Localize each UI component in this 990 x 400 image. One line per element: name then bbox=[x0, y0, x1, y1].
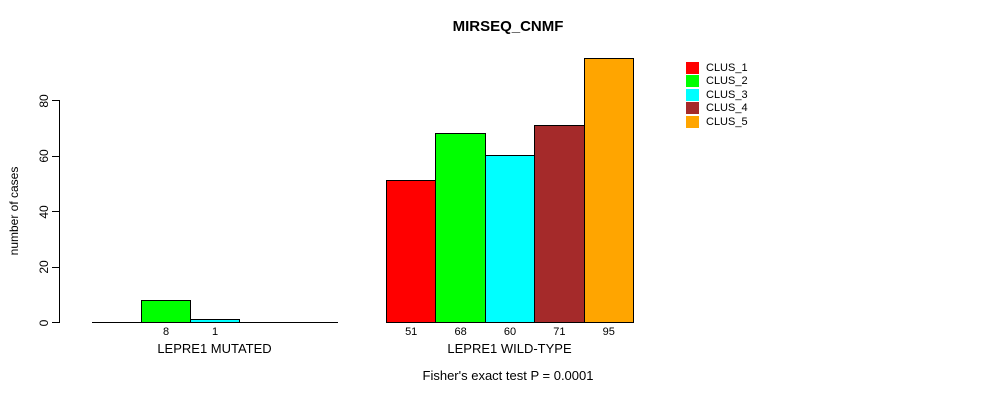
y-tick-label: 60 bbox=[37, 149, 51, 163]
legend-item-label: CLUS_4 bbox=[706, 102, 748, 115]
zero-bar-CLUS_4 bbox=[239, 322, 289, 323]
bar-CLUS_3 bbox=[190, 319, 240, 323]
y-tick-label: 20 bbox=[37, 260, 51, 274]
y-tick-label: 0 bbox=[37, 319, 51, 326]
legend-item-label: CLUS_2 bbox=[706, 75, 748, 88]
legend-swatch-CLUS_4 bbox=[686, 102, 699, 115]
zero-bar-CLUS_1 bbox=[92, 322, 142, 323]
legend: CLUS_1 CLUS_2 CLUS_3 CLUS_4 CLUS_5 bbox=[686, 61, 748, 129]
y-tick-label: 40 bbox=[37, 204, 51, 219]
bar-CLUS_2 bbox=[141, 300, 191, 323]
bar-value-label: 51 bbox=[405, 326, 418, 338]
legend-item-label: CLUS_5 bbox=[706, 115, 748, 128]
bar-CLUS_3 bbox=[484, 155, 536, 323]
legend-item: CLUS_5 bbox=[686, 115, 748, 129]
x-group-label: LEPRE1 MUTATED bbox=[157, 341, 272, 356]
bar-value-label: 68 bbox=[454, 326, 467, 338]
y-axis-line bbox=[59, 100, 60, 323]
bar-value-label: 1 bbox=[211, 326, 219, 338]
y-tick-label: 80 bbox=[37, 93, 51, 108]
y-tick bbox=[52, 266, 59, 268]
bar-CLUS_1 bbox=[386, 180, 437, 323]
chart-title: MIRSEQ_CNMF bbox=[452, 18, 564, 35]
bar-CLUS_2 bbox=[435, 133, 486, 323]
bar-CLUS_5 bbox=[583, 58, 634, 323]
y-tick bbox=[52, 211, 59, 212]
fisher-test-annotation: Fisher's exact test P = 0.0001 bbox=[422, 368, 594, 383]
legend-swatch-CLUS_5 bbox=[686, 115, 699, 128]
legend-item-label: CLUS_1 bbox=[706, 61, 748, 74]
legend-item: CLUS_4 bbox=[686, 102, 748, 116]
legend-item: CLUS_3 bbox=[686, 88, 748, 102]
legend-swatch-CLUS_1 bbox=[686, 61, 699, 74]
y-axis-label: number of cases bbox=[7, 166, 21, 256]
bar-value-label: 8 bbox=[162, 326, 170, 338]
bar-value-label: 71 bbox=[553, 326, 566, 338]
legend-item: CLUS_2 bbox=[686, 75, 748, 89]
legend-item: CLUS_1 bbox=[686, 61, 748, 75]
y-tick bbox=[52, 322, 59, 323]
legend-item-label: CLUS_3 bbox=[706, 88, 748, 101]
y-tick bbox=[52, 155, 59, 157]
legend-swatch-CLUS_2 bbox=[686, 75, 699, 88]
bar-value-label: 95 bbox=[602, 326, 615, 338]
bar-CLUS_4 bbox=[534, 125, 585, 323]
y-tick bbox=[52, 100, 59, 101]
zero-bar-CLUS_5 bbox=[288, 322, 338, 323]
legend-swatch-CLUS_3 bbox=[686, 88, 699, 101]
x-group-label: LEPRE1 WILD-TYPE bbox=[447, 341, 572, 356]
bar-value-label: 60 bbox=[503, 326, 517, 338]
